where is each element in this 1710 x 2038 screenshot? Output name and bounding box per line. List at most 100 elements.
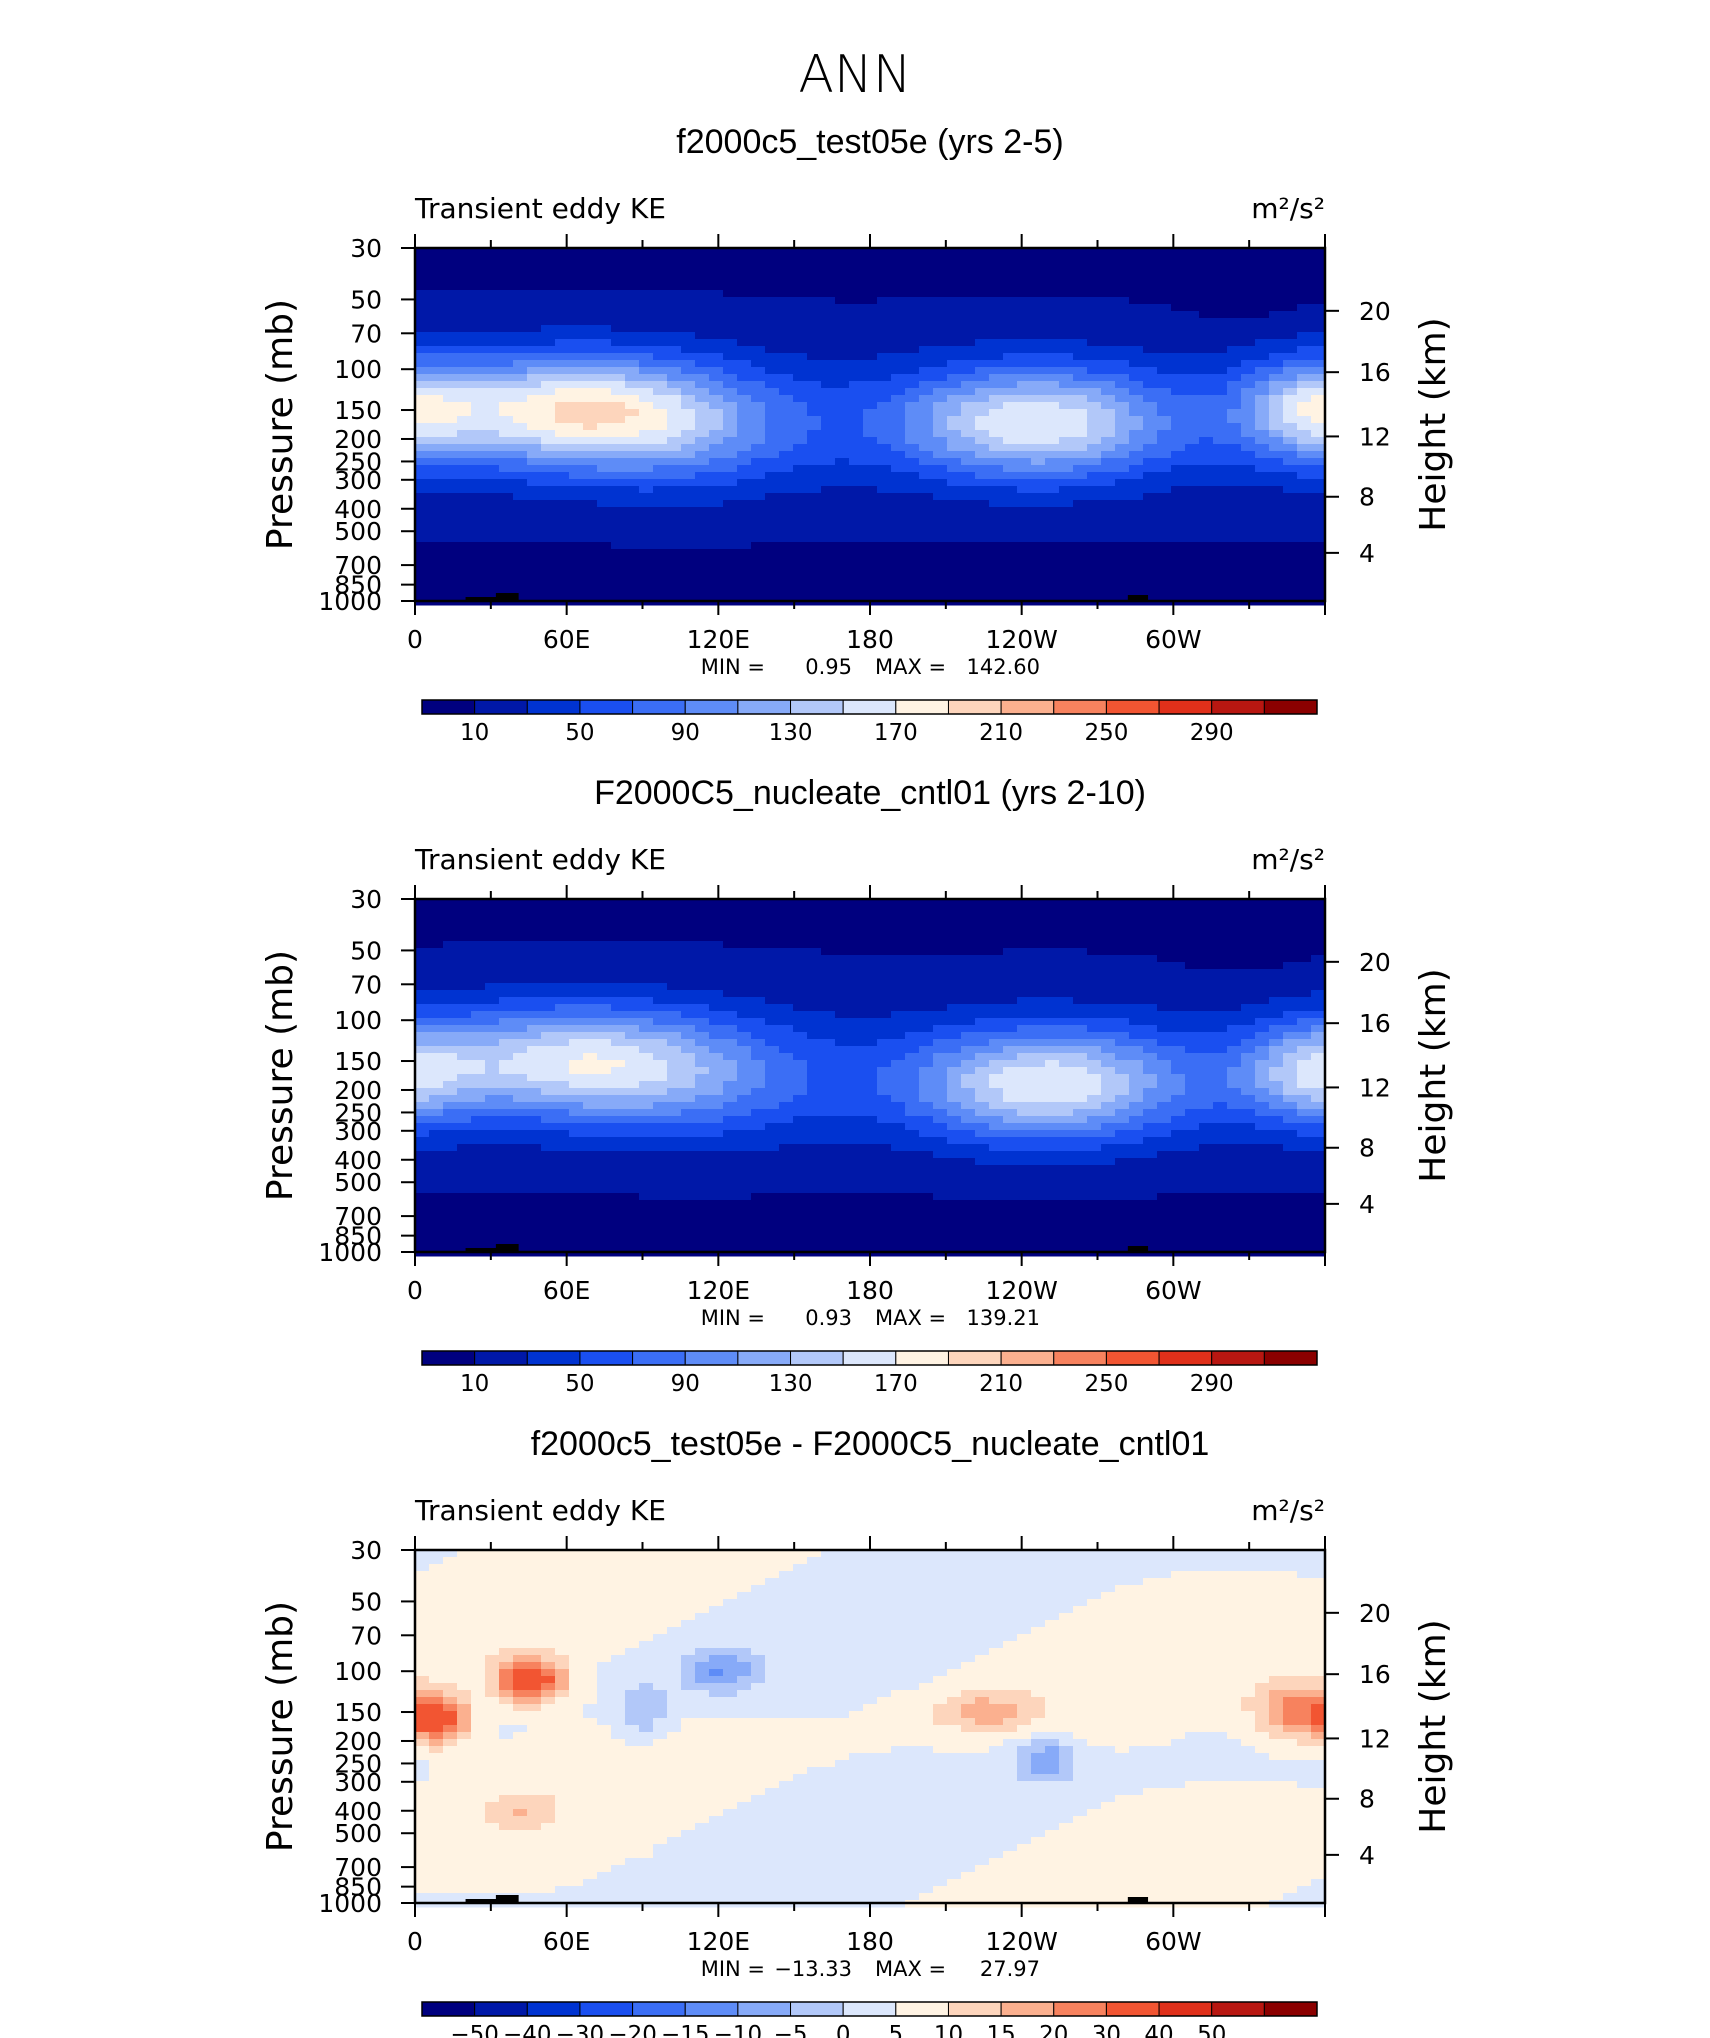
field-cell xyxy=(989,1032,1004,1040)
field-cell xyxy=(1045,556,1060,564)
field-cell xyxy=(1045,997,1060,1005)
field-cell xyxy=(723,444,738,452)
field-cell xyxy=(793,493,808,501)
field-cell xyxy=(905,500,920,508)
field-cell xyxy=(989,1053,1004,1061)
field-cell xyxy=(1115,297,1130,305)
field-cell xyxy=(947,934,962,942)
field-cell xyxy=(919,444,934,452)
field-cell xyxy=(723,374,738,382)
field-cell xyxy=(695,920,710,928)
field-cell xyxy=(1255,339,1270,347)
field-cell xyxy=(1045,1018,1060,1026)
field-cell xyxy=(1129,1046,1144,1054)
field-cell xyxy=(1311,444,1326,452)
field-cell xyxy=(1269,458,1284,466)
field-cell xyxy=(1185,339,1200,347)
field-cell xyxy=(1213,899,1228,907)
field-cell xyxy=(541,374,556,382)
field-cell xyxy=(835,430,850,438)
field-cell xyxy=(933,584,948,592)
field-cell xyxy=(429,591,444,599)
field-cell xyxy=(1101,353,1116,361)
field-cell xyxy=(933,1060,948,1068)
field-cell xyxy=(723,514,738,522)
field-cell xyxy=(555,353,570,361)
field-cell xyxy=(1311,1039,1326,1047)
field-cell xyxy=(653,1032,668,1040)
field-cell xyxy=(1283,332,1298,340)
field-cell xyxy=(429,920,444,928)
field-cell xyxy=(429,304,444,312)
field-cell xyxy=(485,521,500,529)
field-cell xyxy=(1101,913,1116,921)
field-cell xyxy=(1017,486,1032,494)
field-cell xyxy=(947,556,962,564)
field-cell xyxy=(737,948,752,956)
field-cell xyxy=(807,451,822,459)
field-cell xyxy=(1255,1053,1270,1061)
field-cell xyxy=(709,367,724,375)
field-cell xyxy=(1059,1004,1074,1012)
field-cell xyxy=(667,934,682,942)
field-cell xyxy=(1255,388,1270,396)
field-cell xyxy=(639,535,654,543)
field-cell xyxy=(1073,374,1088,382)
field-cell xyxy=(863,1046,878,1054)
field-cell xyxy=(1241,1032,1256,1040)
field-cell xyxy=(569,493,584,501)
field-cell xyxy=(583,1060,598,1068)
field-cell xyxy=(737,913,752,921)
field-cell xyxy=(597,990,612,998)
field-cell xyxy=(1185,941,1200,949)
field-cell xyxy=(905,563,920,571)
field-cell xyxy=(1073,969,1088,977)
field-cell xyxy=(1129,507,1144,515)
field-cell xyxy=(1017,927,1032,935)
field-cell xyxy=(1199,584,1214,592)
field-cell xyxy=(513,948,528,956)
field-cell xyxy=(1227,962,1242,970)
field-cell xyxy=(457,262,472,270)
field-cell xyxy=(1045,507,1060,515)
field-cell xyxy=(597,899,612,907)
field-cell xyxy=(709,1025,724,1033)
field-cell xyxy=(667,493,682,501)
field-cell xyxy=(905,297,920,305)
field-cell xyxy=(597,346,612,354)
field-cell xyxy=(877,591,892,599)
field-cell xyxy=(891,255,906,263)
field-cell xyxy=(863,444,878,452)
field-cell xyxy=(1199,913,1214,921)
field-cell xyxy=(863,472,878,480)
field-cell xyxy=(1073,983,1088,991)
field-cell xyxy=(1087,955,1102,963)
field-cell xyxy=(681,962,696,970)
field-cell xyxy=(653,556,668,564)
field-cell xyxy=(583,1011,598,1019)
field-cell xyxy=(919,500,934,508)
field-cell xyxy=(471,570,486,578)
field-cell xyxy=(527,262,542,270)
field-cell xyxy=(1087,451,1102,459)
field-cell xyxy=(1087,1011,1102,1019)
field-cell xyxy=(1031,367,1046,375)
field-cell xyxy=(765,276,780,284)
field-cell xyxy=(695,955,710,963)
field-cell xyxy=(1115,388,1130,396)
field-cell xyxy=(457,962,472,970)
field-cell xyxy=(1017,290,1032,298)
field-cell xyxy=(1003,584,1018,592)
field-cell xyxy=(821,906,836,914)
field-cell xyxy=(723,913,738,921)
field-cell xyxy=(1185,542,1200,550)
field-cell xyxy=(555,402,570,410)
field-cell xyxy=(681,248,696,256)
field-cell xyxy=(1241,927,1256,935)
field-cell xyxy=(695,535,710,543)
field-cell xyxy=(821,1053,836,1061)
field-cell xyxy=(611,458,626,466)
field-cell xyxy=(639,283,654,291)
field-cell xyxy=(1073,514,1088,522)
field-cell xyxy=(1185,591,1200,599)
